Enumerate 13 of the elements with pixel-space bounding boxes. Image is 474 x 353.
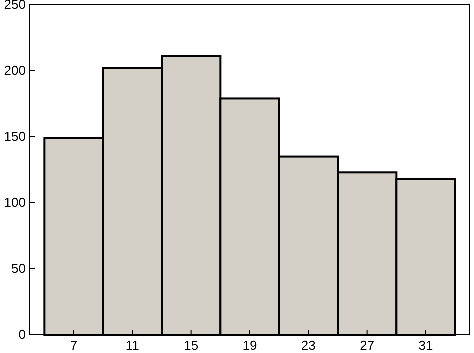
x-tick-label: 27 (360, 338, 375, 353)
y-tick-label: 150 (4, 129, 26, 144)
x-tick-label: 19 (242, 338, 258, 353)
y-tick-label: 0 (18, 327, 26, 342)
y-tick-label: 100 (4, 195, 26, 210)
x-tick-label: 7 (70, 338, 78, 353)
x-tick-label: 31 (418, 338, 434, 353)
x-tick-label: 15 (184, 338, 199, 353)
y-tick-label: 50 (12, 261, 26, 276)
x-tick-label: 11 (126, 338, 140, 353)
x-tick-label: 23 (301, 338, 316, 353)
y-tick-label: 200 (4, 63, 26, 78)
y-tick-label: 250 (4, 0, 26, 12)
